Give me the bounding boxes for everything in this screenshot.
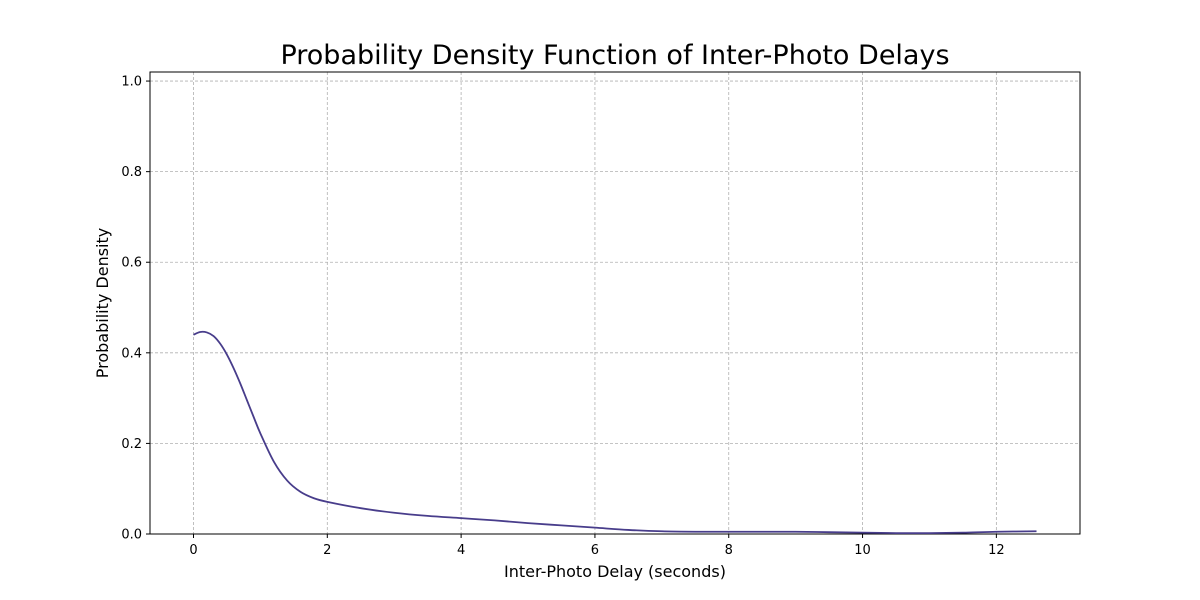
x-tick-label: 4: [457, 543, 465, 558]
x-tick-label: 8: [725, 543, 733, 558]
series-layer: [193, 330, 1037, 535]
tick-layer: 0 2 4 6 8 10 12 0.0 0.2 0.4 0.6 0.8 1.0: [121, 75, 1004, 558]
y-tick-label: 0.4: [121, 346, 142, 361]
grid-layer: [150, 72, 1080, 535]
y-tick-label: 0.2: [121, 437, 142, 452]
x-tick-label: 6: [591, 543, 599, 558]
y-tick-label: 0.0: [121, 528, 142, 543]
x-tick-label: 2: [323, 543, 331, 558]
x-tick-label: 12: [988, 543, 1005, 558]
x-axis-label: Inter-Photo Delay (seconds): [504, 562, 726, 581]
y-axis-label: Probability Density: [93, 228, 112, 379]
chart-title: Probability Density Function of Inter-Ph…: [280, 40, 949, 71]
y-tick-label: 0.8: [121, 165, 142, 180]
y-tick-label: 1.0: [121, 75, 142, 90]
pdf-curve-line: [193, 330, 1037, 535]
x-tick-label: 0: [189, 543, 197, 558]
y-tick-label: 0.6: [121, 256, 142, 271]
x-tick-label: 10: [854, 543, 871, 558]
plot-frame: [149, 71, 1081, 535]
